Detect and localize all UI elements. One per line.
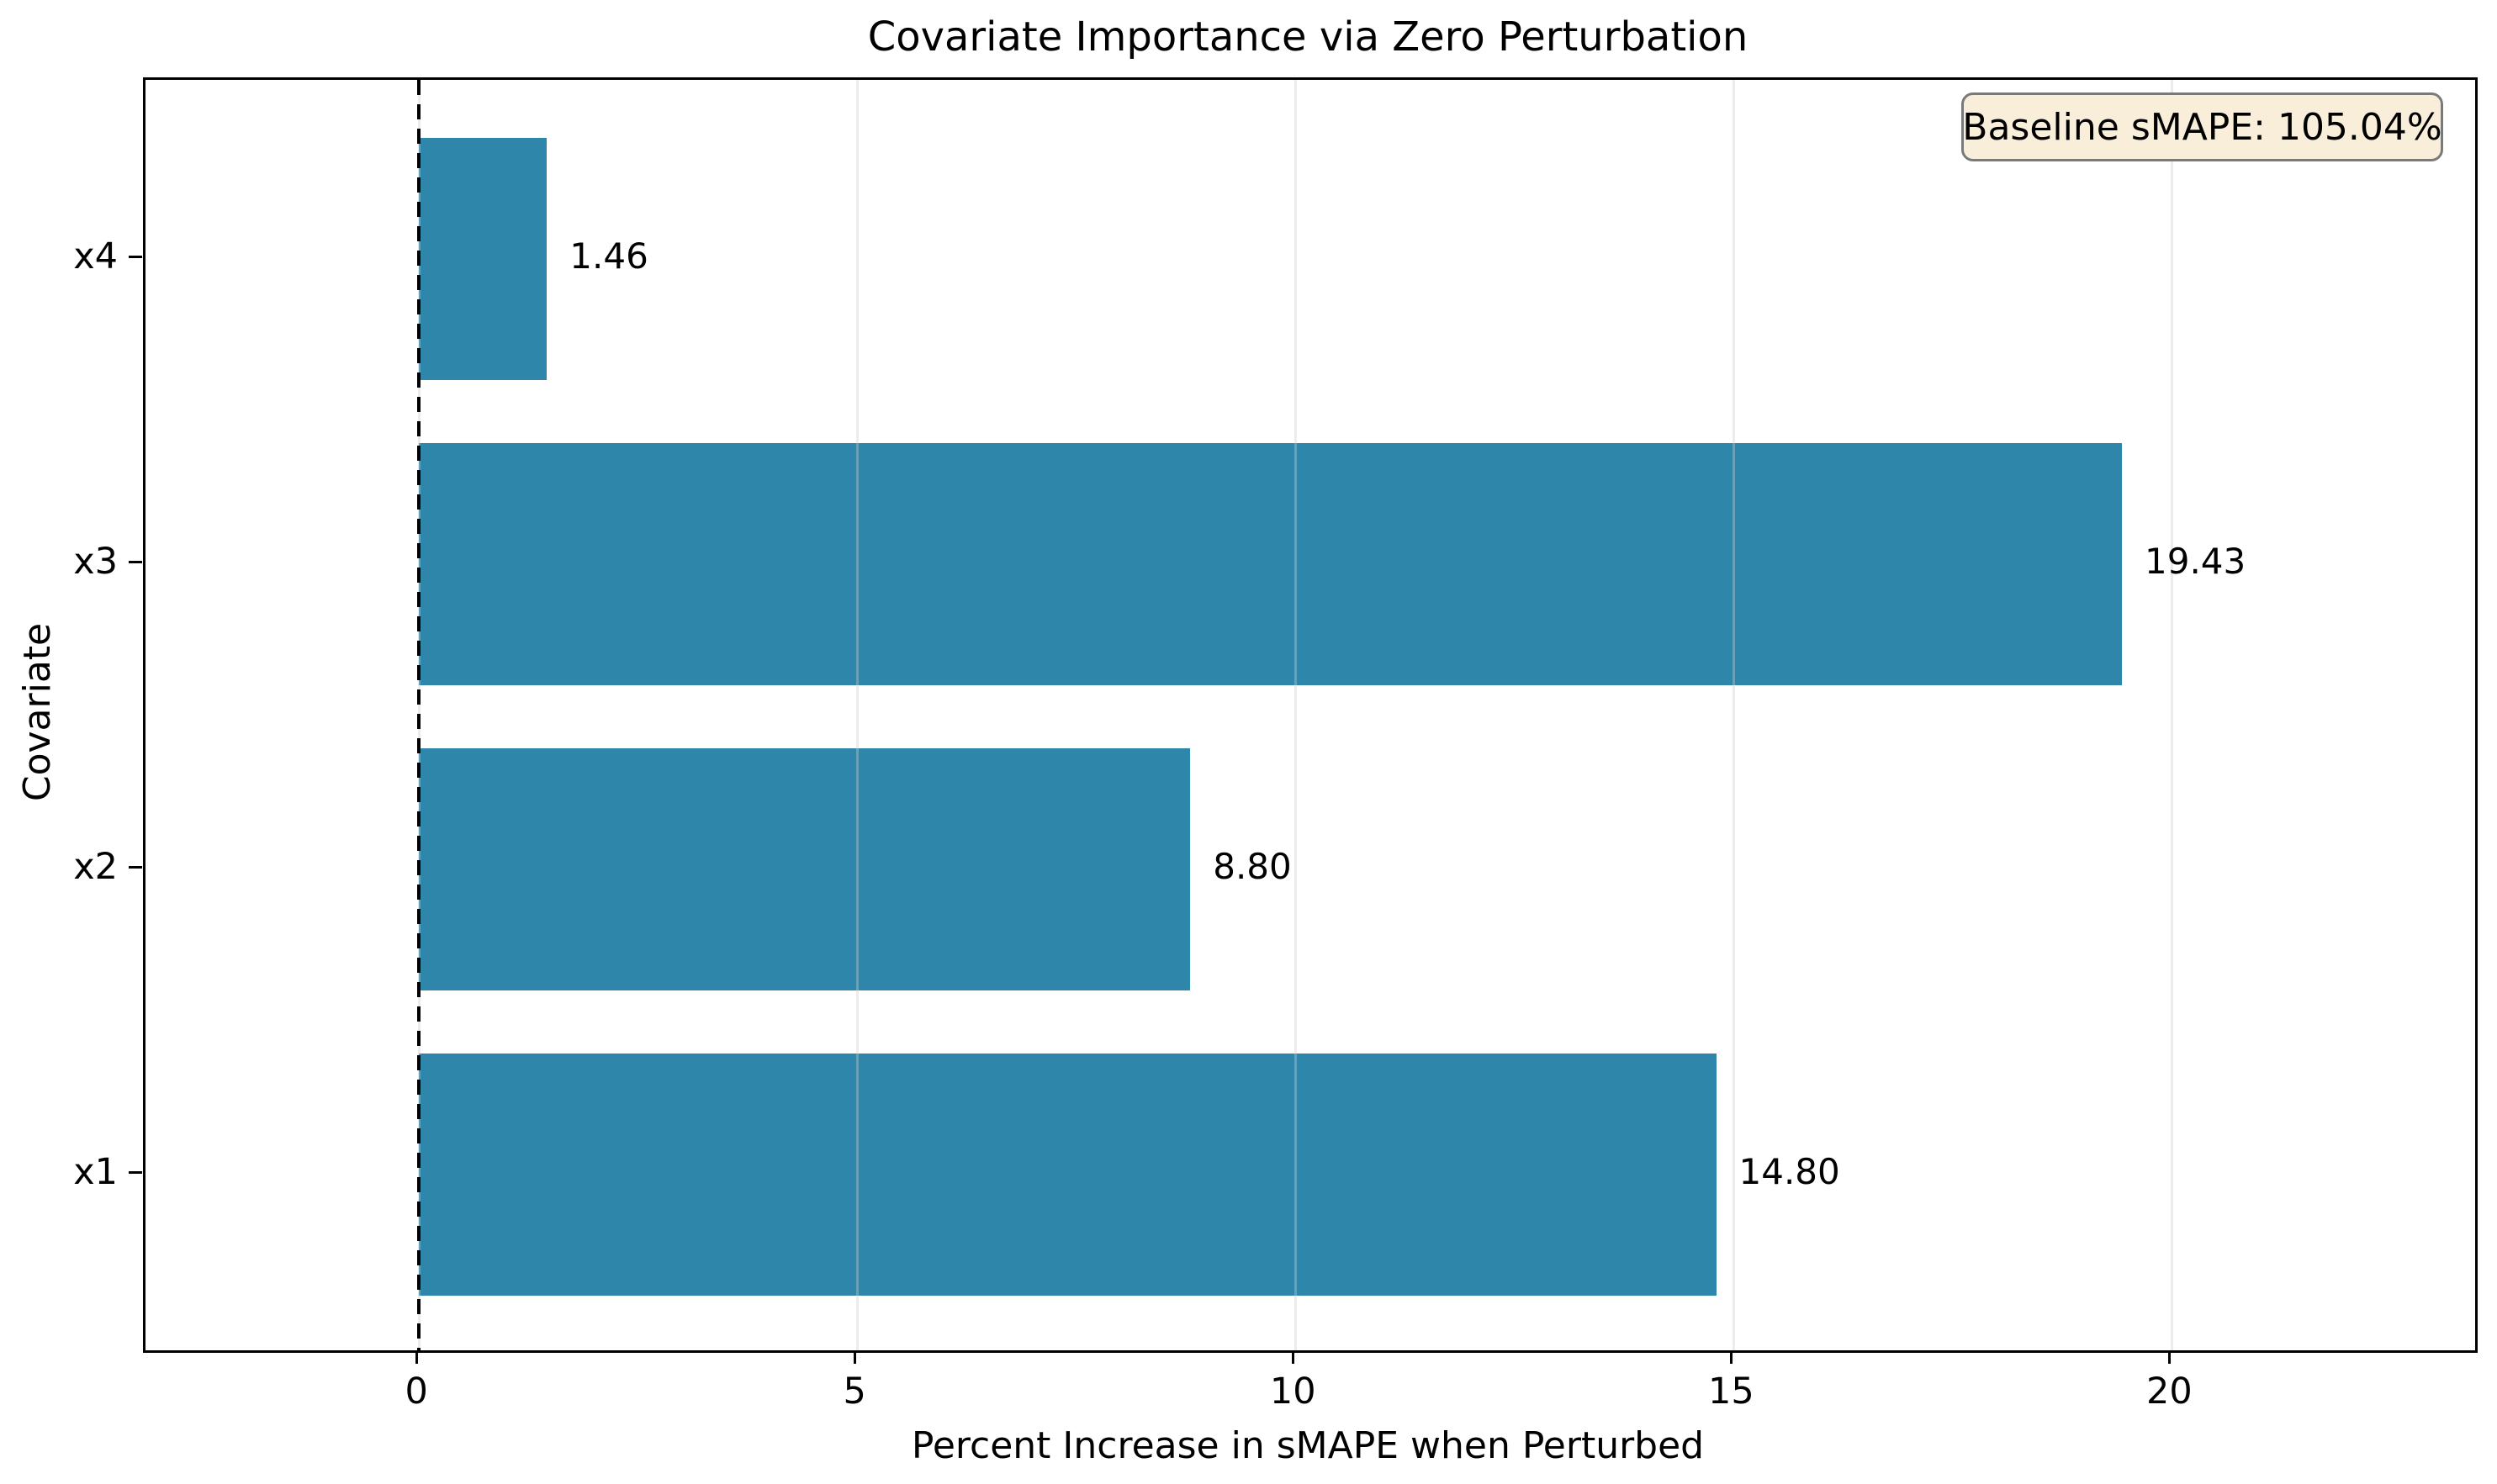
x-tick-mark-10 <box>1291 1350 1294 1364</box>
x-tick-mark-15 <box>1729 1350 1733 1364</box>
y-tick-mark-x1 <box>129 1170 142 1174</box>
y-tick-mark-x4 <box>129 255 142 258</box>
y-tick-mark-x3 <box>129 560 142 563</box>
y-tick-label-x2: x2 <box>73 846 118 888</box>
x-tick-label-0: 0 <box>405 1370 428 1413</box>
zero-reference-line <box>417 80 421 1350</box>
x-tick-mark-20 <box>2167 1350 2171 1364</box>
y-tick-label-x3: x3 <box>73 541 118 583</box>
gridline-x10 <box>1293 80 1297 1350</box>
bar-value-label-x3: 19.43 <box>2145 541 2246 582</box>
baseline-smape-annotation: Baseline sMAPE: 105.04% <box>1961 92 2443 161</box>
x-tick-label-15: 15 <box>1707 1370 1754 1413</box>
chart-title: Covariate Importance via Zero Perturbati… <box>867 13 1748 61</box>
y-tick-label-x4: x4 <box>73 235 118 277</box>
y-axis-label: Covariate <box>16 622 59 802</box>
y-tick-mark-x2 <box>129 865 142 869</box>
bar-value-label-x4: 1.46 <box>569 235 648 277</box>
gridline-x20 <box>2170 80 2173 1350</box>
bar-x3 <box>419 443 2122 685</box>
bar-x4 <box>419 138 548 380</box>
x-tick-label-5: 5 <box>843 1370 866 1413</box>
gridline-x15 <box>1732 80 1735 1350</box>
x-tick-label-20: 20 <box>2146 1370 2193 1413</box>
x-tick-label-10: 10 <box>1269 1370 1316 1413</box>
bar-value-label-x1: 14.80 <box>1738 1151 1840 1192</box>
gridline-x5 <box>855 80 859 1350</box>
y-tick-label-x1: x1 <box>73 1151 118 1193</box>
bar-x1 <box>419 1054 1717 1296</box>
x-tick-mark-5 <box>853 1350 856 1364</box>
x-tick-mark-0 <box>415 1350 418 1364</box>
plot-area <box>143 77 2478 1353</box>
x-axis-label: Percent Increase in sMAPE when Perturbed <box>911 1424 1705 1467</box>
bar-x2 <box>419 748 1191 990</box>
bar-value-label-x2: 8.80 <box>1213 846 1292 887</box>
